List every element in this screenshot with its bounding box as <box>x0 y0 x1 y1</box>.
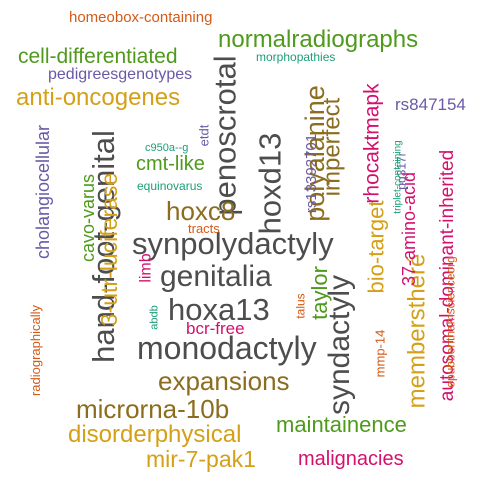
word-tracts: tracts <box>188 221 220 236</box>
word-c950a--g: c950a--g <box>145 142 189 154</box>
word-genitalia: genitalia <box>160 260 272 293</box>
word-epubbenthamscienceorg: epubbenthamscienceorg <box>443 256 458 388</box>
word-talus: talus <box>293 293 308 319</box>
word-imperfect: imperfect <box>318 97 346 197</box>
word-cholangiocellular: cholangiocellular <box>33 124 54 260</box>
word-bio-target: bio-target <box>363 200 389 294</box>
word-bcr-free: bcr-free <box>186 319 245 338</box>
word-mmp-14: mmp-14 <box>372 329 388 378</box>
word-rs13392701: rs13392701 <box>303 133 321 214</box>
word-limb: limb <box>137 253 155 283</box>
word-morphopathies: morphopathies <box>256 50 336 64</box>
word-hoxd13: hoxd13 <box>252 132 288 235</box>
word-cell-differentiated: cell-differentiated <box>18 45 178 68</box>
word-anti-oncogenes: anti-oncogenes <box>16 84 181 111</box>
word-normalradiographs: normalradiographs <box>218 26 419 53</box>
word-rhocaktmapk: rhocaktmapk <box>360 83 384 204</box>
word-radiographically: radiographically <box>28 304 44 397</box>
word-abdb: abdb <box>148 305 161 330</box>
word-equinovarus: equinovarus <box>137 179 203 193</box>
word-hoxc8: hoxc8 <box>166 196 236 226</box>
word-mir-7-pak1: mir-7-pak1 <box>146 446 256 472</box>
word-cavo-varus: cavo-varus <box>78 173 99 263</box>
word-homeobox-containing: homeobox-containing <box>69 9 213 26</box>
word-taylor: taylor <box>306 266 332 320</box>
word-pedigreesgenotypes: pedigreesgenotypes <box>48 66 193 83</box>
word-monodactyly: monodactyly <box>137 330 317 366</box>
word-cmt-like: cmt-like <box>136 153 205 175</box>
word-triplet-containing: triplet-containing <box>392 140 404 214</box>
word-hoxa13: hoxa13 <box>168 292 270 327</box>
word-rs847154: rs847154 <box>395 95 466 114</box>
word-penoscrotal: penoscrotal <box>207 55 243 216</box>
word-maintainence: maintainence <box>276 412 407 437</box>
word-etdt: etdt <box>196 124 212 147</box>
word-disorderphysical: disorderphysical <box>68 421 242 448</box>
word-3-utr-luciferase: 3-utr-luciferase <box>96 172 123 327</box>
word-synpolydactyly: synpolydactyly <box>132 226 334 261</box>
word-expansions: expansions <box>158 366 290 396</box>
word-microrna-10b: microrna-10b <box>76 394 230 424</box>
word-malignacies: malignacies <box>298 448 404 470</box>
